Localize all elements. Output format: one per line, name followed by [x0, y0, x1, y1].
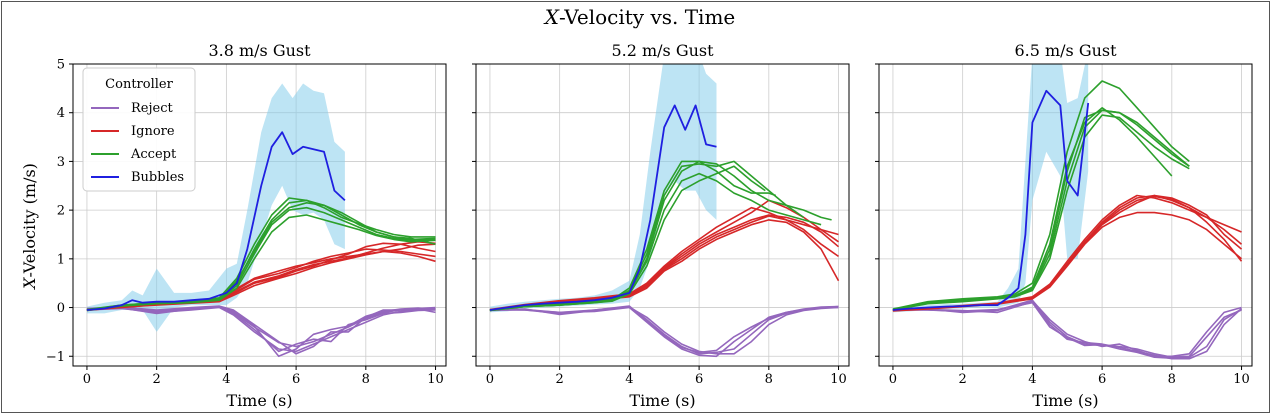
figure-title: X-Velocity vs. Time: [543, 5, 736, 29]
x-tick-label: 0: [889, 372, 897, 387]
x-axis-label: Time (s): [629, 391, 695, 410]
bubbles-series-line: [489, 104, 717, 311]
legend-box: [82, 67, 196, 192]
panels: 0 2 4 6 8 10 −1 0 1 2 3 4 5 3.8 m/s Gust Time (s) 0 2 4 6 8…: [46, 41, 1253, 410]
bubbles-confidence-band: [86, 83, 345, 332]
x-tick-label: 0: [83, 372, 91, 387]
y-tick-label: 1: [57, 252, 65, 267]
y-tick-label: 0: [57, 301, 65, 316]
bubbles-series-line: [86, 131, 346, 311]
accept-series-line: [86, 214, 436, 312]
panel-title: 6.5 m/s Gust: [1014, 41, 1117, 60]
x-tick-label: 2: [556, 372, 564, 387]
legend-entry-bubbles: Bubbles: [91, 170, 184, 185]
y-tick-label: 4: [57, 106, 65, 121]
axes-frame: [72, 63, 447, 367]
y-tick-label: 5: [57, 58, 65, 73]
y-tick-label: 2: [57, 204, 65, 219]
x-tick-label: 8: [362, 372, 370, 387]
legend-label-ignore: Ignore: [131, 124, 175, 139]
accept-series-line: [489, 165, 766, 312]
panel-3: 0 2 4 6 8 10 6.5 m/s Gust Time (s): [875, 41, 1253, 410]
reject-series-line: [489, 305, 839, 354]
accept-series-line: [86, 202, 436, 311]
plot-area: [86, 83, 436, 358]
x-tick-label: 2: [959, 372, 967, 387]
plot-area: [489, 64, 840, 358]
x-tick-label: 6: [292, 372, 300, 387]
x-tick-label: 0: [486, 372, 494, 387]
ignore-series-line: [489, 215, 839, 311]
reject-series-line: [86, 305, 436, 348]
axes-frame: [475, 63, 850, 367]
legend-label-bubbles: Bubbles: [131, 170, 184, 185]
panel-1: 0 2 4 6 8 10 −1 0 1 2 3 4 5 3.8 m/s Gust Time (s): [46, 41, 447, 410]
reject-series-line: [489, 306, 839, 355]
x-tick-label: 4: [625, 372, 633, 387]
x-tick-label: 6: [695, 372, 703, 387]
legend-label-reject: Reject: [131, 101, 173, 116]
x-axis-label: Time (s): [1032, 391, 1098, 410]
x-tick-label: 10: [427, 372, 444, 387]
plot-area: [892, 64, 1243, 360]
y-tick-label: −1: [46, 350, 65, 365]
reject-series-line: [892, 301, 1242, 360]
x-tick-label: 2: [153, 372, 161, 387]
accept-series-line: [489, 160, 777, 311]
x-tick-label: 4: [1028, 372, 1036, 387]
reject-series-line: [892, 299, 1242, 358]
legend-entry-reject: Reject: [91, 101, 173, 116]
legend-entry-accept: Accept: [91, 147, 177, 162]
legend-title: Controller: [105, 77, 173, 92]
x-tick-label: 8: [765, 372, 773, 387]
bubbles-confidence-band: [489, 64, 717, 313]
x-tick-label: 10: [830, 372, 847, 387]
x-tick-label: 4: [222, 372, 230, 387]
x-tick-label: 6: [1098, 372, 1106, 387]
panel-title: 5.2 m/s Gust: [611, 41, 714, 60]
x-tick-label: 8: [1168, 372, 1176, 387]
bubbles-series-line: [892, 89, 1090, 311]
bubbles-confidence-band: [892, 64, 1089, 313]
legend-entry-ignore: Ignore: [91, 124, 175, 139]
axes-frame: [878, 63, 1253, 367]
reject-series-line: [86, 306, 436, 353]
ignore-series-line: [489, 214, 840, 311]
legend-label-accept: Accept: [130, 147, 177, 162]
x-axis-label: Time (s): [226, 391, 292, 410]
x-tick-label: 10: [1233, 372, 1250, 387]
y-tick-label: 3: [57, 155, 65, 170]
reject-series-line: [489, 305, 839, 355]
reject-series-line: [86, 305, 436, 358]
ignore-series-line: [489, 199, 839, 311]
panel-title: 3.8 m/s Gust: [208, 41, 311, 60]
legend: Controller Reject Ignore Accept Bubbles: [82, 67, 196, 192]
accept-series-line: [892, 80, 1190, 310]
panel-2: 0 2 4 6 8 10 5.2 m/s Gust Time (s): [472, 41, 850, 410]
y-axis-label: X-Velocity (m/s): [20, 163, 39, 291]
